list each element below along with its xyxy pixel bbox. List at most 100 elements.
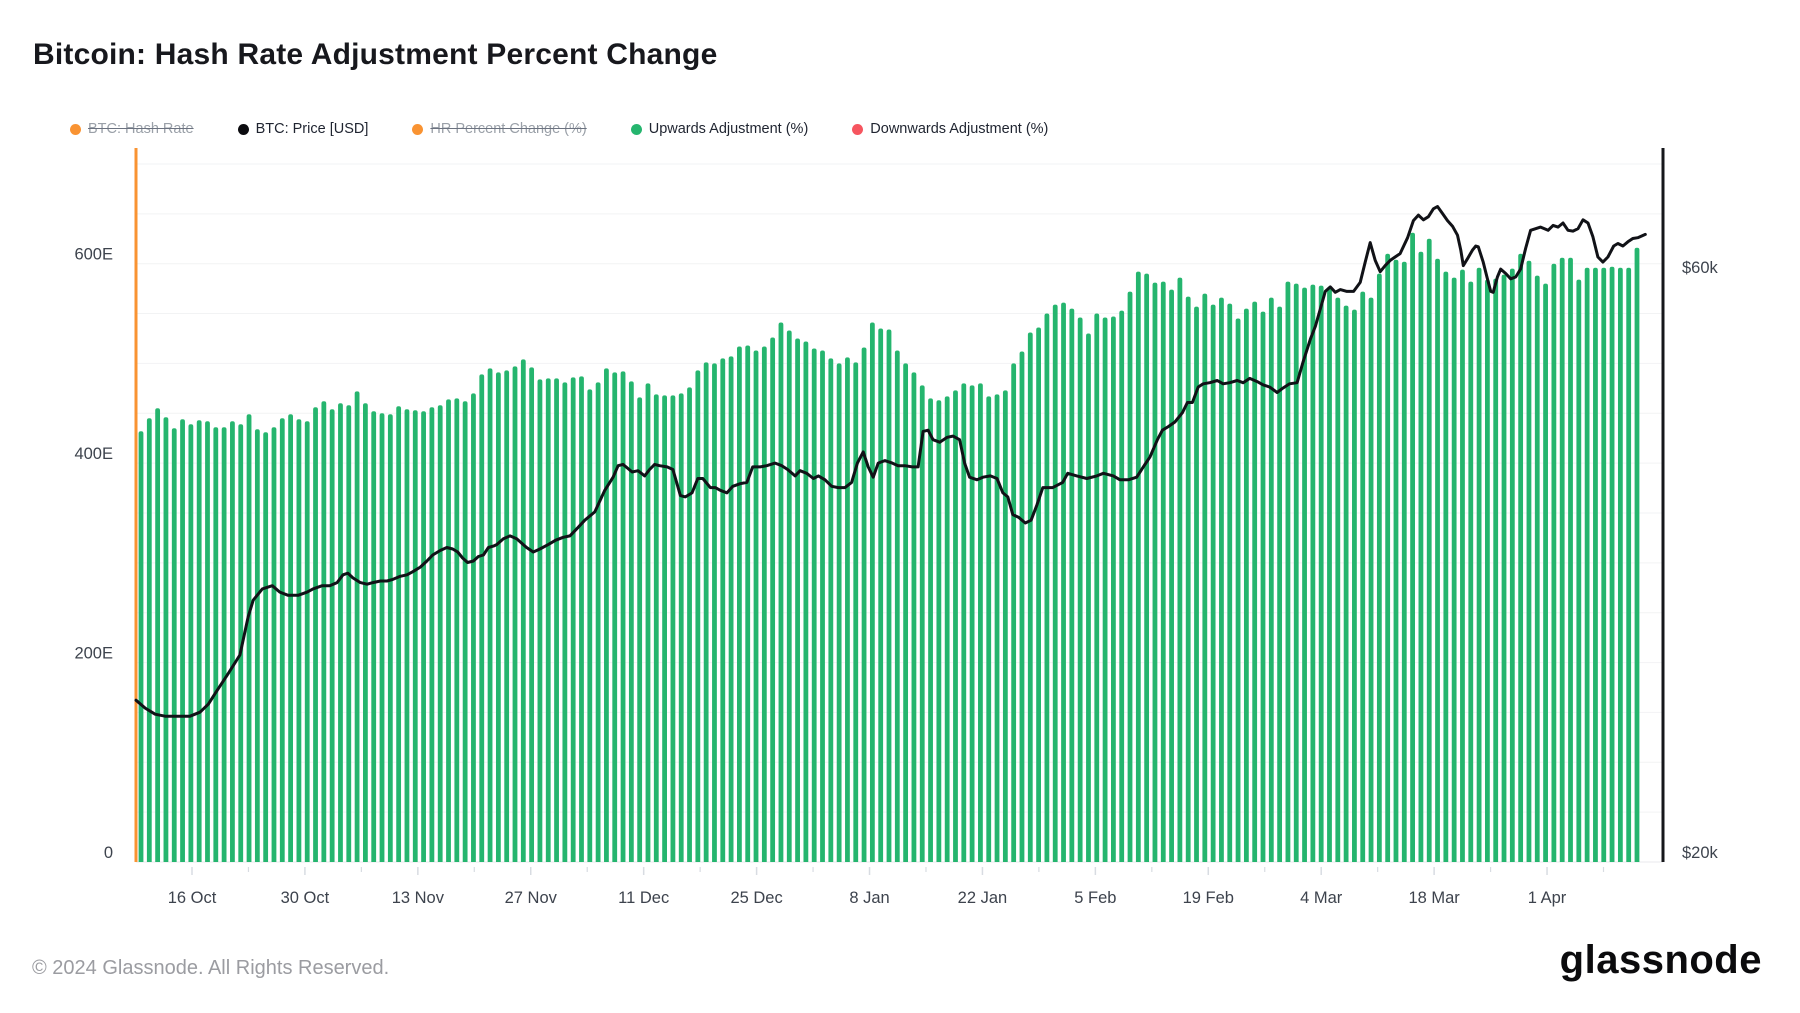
x-tick-label: 1 Apr: [1528, 889, 1567, 907]
legend-item-label: Upwards Adjustment (%): [648, 121, 809, 137]
bar-upwards-adjustment: [362, 403, 368, 862]
bar-upwards-adjustment: [869, 322, 875, 862]
bar-upwards-adjustment: [1202, 293, 1208, 862]
bar-upwards-adjustment: [1227, 303, 1233, 862]
bar-upwards-adjustment: [329, 409, 335, 862]
bar-upwards-adjustment: [1435, 258, 1440, 862]
y-right-tick-label: $60k: [1682, 259, 1719, 277]
bar-upwards-adjustment: [936, 400, 942, 862]
bar-upwards-adjustment: [1293, 283, 1299, 862]
bar-upwards-adjustment: [1119, 310, 1125, 863]
bar-upwards-adjustment: [1335, 297, 1341, 862]
bar-upwards-adjustment: [371, 411, 377, 862]
bar-upwards-adjustment: [504, 370, 510, 862]
bar-upwards-adjustment: [1617, 267, 1623, 863]
bar-upwards-adjustment: [1352, 309, 1357, 862]
bar-upwards-adjustment: [1601, 267, 1607, 863]
bar-upwards-adjustment: [1509, 268, 1515, 862]
bar-upwards-adjustment: [1543, 283, 1548, 862]
bar-upwards-adjustment: [487, 368, 493, 862]
legend-item-btc-hash-rate[interactable]: BTC: Hash Rate: [70, 121, 194, 137]
bar-upwards-adjustment: [1061, 302, 1066, 862]
x-tick-label: 27 Nov: [505, 889, 558, 907]
bar-upwards-adjustment: [1194, 306, 1199, 863]
legend-item-label: HR Percent Change (%): [430, 121, 587, 137]
bar-upwards-adjustment: [1219, 297, 1224, 862]
bar-upwards-adjustment: [537, 379, 543, 862]
legend-item-downwards-adjustment[interactable]: Downwards Adjustment (%): [852, 121, 1048, 137]
bar-upwards-adjustment: [1027, 332, 1033, 862]
bar-upwards-adjustment: [1634, 247, 1640, 862]
bar-upwards-adjustment: [446, 399, 451, 862]
bar-upwards-adjustment: [1019, 351, 1025, 862]
bar-upwards-adjustment: [230, 421, 235, 862]
bar-upwards-adjustment: [753, 350, 759, 862]
bar-upwards-adjustment: [205, 421, 210, 862]
bar-upwards-adjustment: [620, 371, 626, 862]
y-left-tick-label: 0: [104, 844, 113, 862]
bar-upwards-adjustment: [412, 410, 418, 862]
bar-upwards-adjustment: [246, 414, 252, 862]
bar-upwards-adjustment: [878, 328, 884, 862]
glassnode-logo[interactable]: glassnode: [1559, 938, 1762, 982]
bar-upwards-adjustment: [1052, 304, 1058, 862]
bar-upwards-adjustment: [1243, 308, 1249, 862]
bar-upwards-adjustment: [1077, 317, 1083, 862]
bar-upwards-adjustment: [554, 378, 559, 862]
bar-upwards-adjustment: [853, 362, 859, 862]
bar-upwards-adjustment: [495, 372, 501, 862]
bar-upwards-adjustment: [728, 356, 734, 862]
bar-upwards-adjustment: [304, 421, 310, 862]
x-tick-label: 25 Dec: [730, 889, 782, 907]
bar-upwards-adjustment: [653, 394, 659, 862]
x-tick-label: 19 Feb: [1183, 889, 1234, 907]
bars-upwards-adjustment: [138, 232, 1640, 863]
bar-upwards-adjustment: [1393, 259, 1399, 862]
bar-upwards-adjustment: [288, 414, 293, 862]
bar-upwards-adjustment: [254, 429, 260, 862]
x-tick-label: 11 Dec: [618, 889, 669, 907]
legend-dot-icon: [630, 123, 642, 135]
bar-upwards-adjustment: [1044, 313, 1050, 862]
bar-upwards-adjustment: [1476, 267, 1482, 863]
bar-upwards-adjustment: [146, 418, 152, 862]
bar-upwards-adjustment: [1376, 273, 1382, 862]
bar-upwards-adjustment: [1318, 285, 1324, 862]
bar-upwards-adjustment: [1426, 238, 1432, 863]
legend-item-upwards-adjustment[interactable]: Upwards Adjustment (%): [630, 121, 809, 137]
bar-upwards-adjustment: [1036, 327, 1041, 862]
bar-upwards-adjustment: [978, 383, 983, 862]
legend-item-hr-percent-change[interactable]: HR Percent Change (%): [412, 121, 587, 137]
bar-upwards-adjustment: [786, 330, 792, 863]
legend-item-label: Downwards Adjustment (%): [870, 121, 1049, 137]
bar-upwards-adjustment: [454, 398, 460, 862]
bar-upwards-adjustment: [1011, 363, 1017, 862]
bar-upwards-adjustment: [595, 382, 601, 862]
bar-upwards-adjustment: [1002, 390, 1008, 862]
bar-upwards-adjustment: [1210, 304, 1216, 862]
bar-upwards-adjustment: [894, 350, 900, 862]
bar-upwards-adjustment: [1493, 278, 1499, 862]
bar-upwards-adjustment: [1559, 257, 1565, 863]
bar-upwards-adjustment: [1518, 253, 1524, 863]
y-left-tick-label: 600E: [74, 246, 113, 264]
bar-upwards-adjustment: [1268, 297, 1274, 862]
copyright-text: © 2024 Glassnode. All Rights Reserved.: [32, 957, 390, 979]
bar-upwards-adjustment: [861, 347, 867, 862]
bar-upwards-adjustment: [1310, 284, 1316, 862]
bar-upwards-adjustment: [1252, 301, 1258, 863]
bar-upwards-adjustment: [1534, 275, 1540, 862]
legend-item-label: BTC: Hash Rate: [88, 121, 194, 137]
bar-upwards-adjustment: [736, 346, 742, 862]
bar-upwards-adjustment: [695, 370, 701, 862]
x-tick-label: 13 Nov: [392, 889, 445, 907]
legend-dot-icon: [412, 123, 424, 135]
bar-upwards-adjustment: [1568, 257, 1573, 863]
bar-upwards-adjustment: [1460, 269, 1465, 862]
bar-upwards-adjustment: [545, 378, 551, 862]
bar-upwards-adjustment: [1526, 260, 1532, 862]
bar-upwards-adjustment: [462, 401, 468, 862]
legend-item-btc-price-usd[interactable]: BTC: Price [USD]: [237, 121, 368, 137]
